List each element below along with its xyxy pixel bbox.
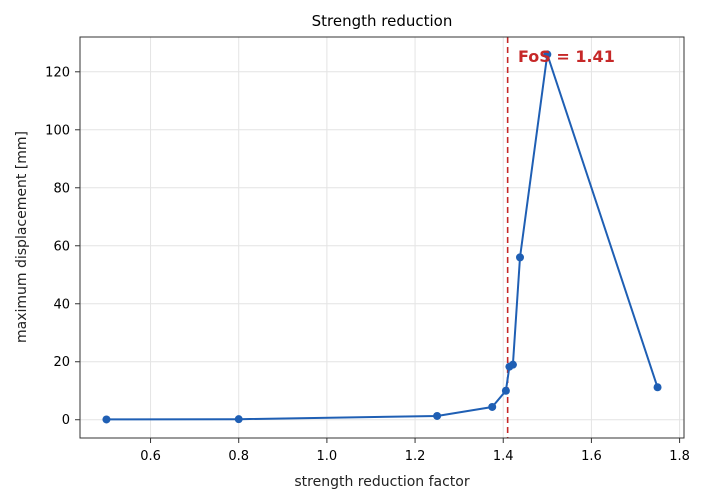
data-point <box>433 411 442 420</box>
y-tick-label: 60 <box>53 239 70 254</box>
plot-frame <box>79 36 685 439</box>
x-tick-label: 1.4 <box>493 449 514 464</box>
y-tick-label: 120 <box>45 65 70 80</box>
y-tick-label: 40 <box>53 297 70 312</box>
y-axis-ticks: 0 20 40 60 80 100 120 <box>45 65 80 428</box>
x-tick-label: 1.8 <box>669 449 690 464</box>
data-point <box>508 360 517 369</box>
x-tick-label: 0.6 <box>140 449 161 464</box>
data-point <box>234 415 243 424</box>
data-point <box>515 253 524 262</box>
data-point <box>102 415 111 424</box>
chart-title: Strength reduction <box>312 12 453 30</box>
x-tick-label: 1.6 <box>581 449 602 464</box>
y-tick-label: 0 <box>62 413 70 428</box>
x-axis-label: strength reduction factor <box>294 474 469 490</box>
data-point <box>488 402 497 411</box>
data-point <box>501 386 510 395</box>
x-axis-ticks: 0.6 0.8 1.0 1.2 1.4 1.6 1.8 <box>140 438 690 464</box>
series-group <box>102 50 662 424</box>
data-point <box>543 50 552 59</box>
y-axis-label: maximum displacement [mm] <box>14 131 30 343</box>
y-tick-label: 80 <box>53 181 70 196</box>
y-tick-label: 100 <box>45 123 70 138</box>
x-tick-label: 1.2 <box>405 449 426 464</box>
grid <box>80 37 684 438</box>
x-tick-label: 0.8 <box>228 449 249 464</box>
fos-annotation: FoS = 1.41 <box>518 47 615 66</box>
y-tick-label: 20 <box>53 355 70 370</box>
data-point <box>653 383 662 392</box>
series-line <box>106 53 659 421</box>
x-tick-label: 1.0 <box>317 449 338 464</box>
